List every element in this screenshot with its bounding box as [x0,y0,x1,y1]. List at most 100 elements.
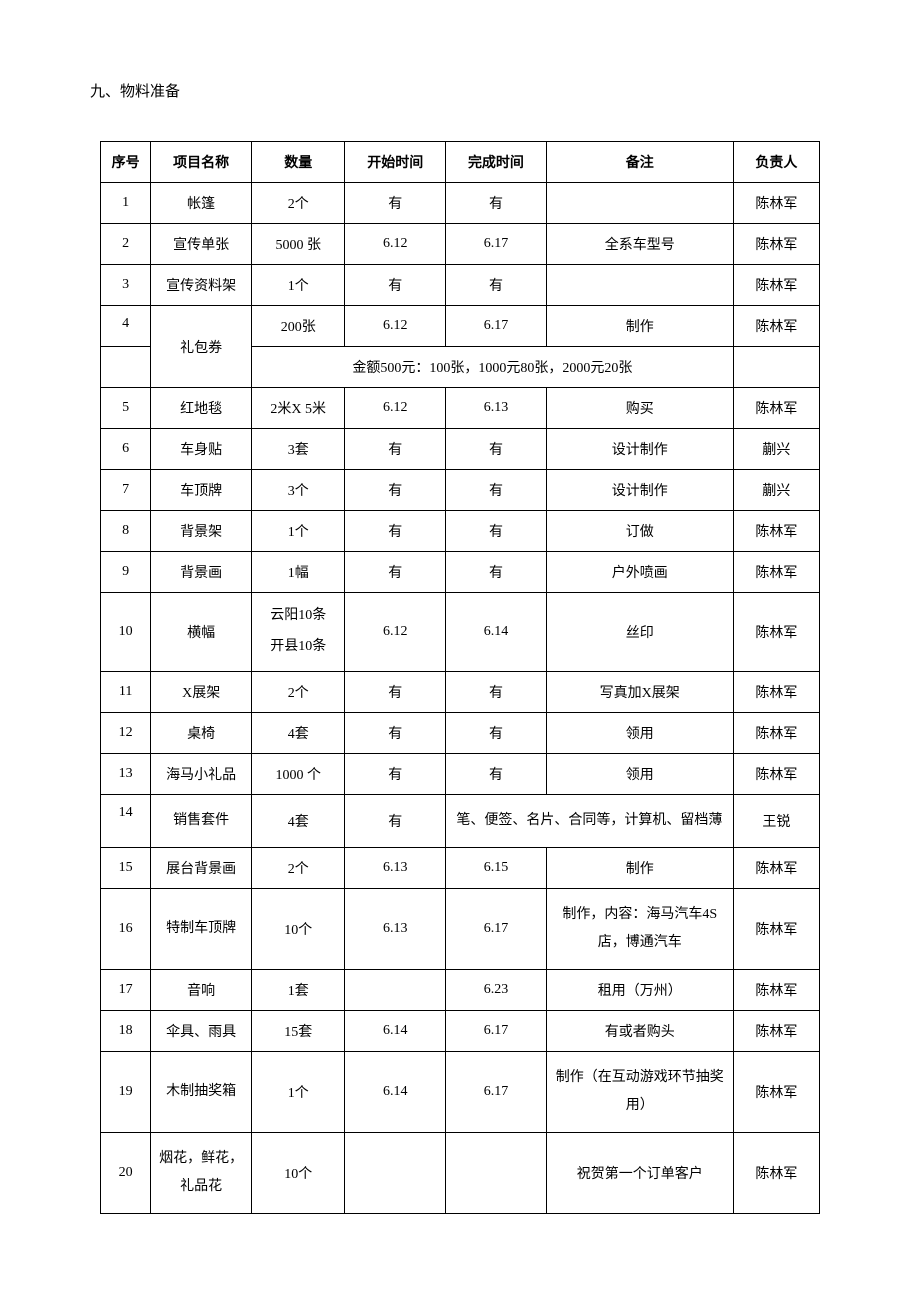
cell-note: 全系车型号 [546,224,733,265]
cell-start: 有 [345,671,446,712]
cell-end: 6.17 [446,1010,547,1051]
table-row: 6 车身贴 3套 有 有 设计制作 蒯兴 [101,429,820,470]
cell-note: 设计制作 [546,429,733,470]
cell-end: 有 [446,671,547,712]
cell-qty: 1幅 [251,552,344,593]
cell-end: 有 [446,511,547,552]
cell-owner: 陈林军 [733,847,819,888]
table-row: 1 帐篷 2个 有 有 陈林军 [101,183,820,224]
cell-start [345,969,446,1010]
cell-name: 烟花，鲜花，礼品花 [151,1132,252,1213]
cell-start [345,1132,446,1213]
cell-end: 6.17 [446,306,547,347]
col-no: 序号 [101,142,151,183]
cell-no: 19 [101,1051,151,1132]
cell-note: 有或者购头 [546,1010,733,1051]
cell-note: 购买 [546,388,733,429]
cell-no: 9 [101,552,151,593]
cell-note: 制作 [546,847,733,888]
cell-note: 笔、便签、名片、合同等，计算机、留档薄 [446,794,734,847]
cell-no: 15 [101,847,151,888]
table-row: 4 礼包券 200张 6.12 6.17 制作 陈林军 [101,306,820,347]
cell-no: 11 [101,671,151,712]
cell-note: 领用 [546,753,733,794]
cell-owner: 陈林军 [733,593,819,672]
cell-start: 有 [345,794,446,847]
cell-end: 6.23 [446,969,547,1010]
cell-start: 有 [345,552,446,593]
cell-owner: 王锐 [733,794,819,847]
table-row: 2 宣传单张 5000 张 6.12 6.17 全系车型号 陈林军 [101,224,820,265]
cell-note: 设计制作 [546,470,733,511]
cell-start: 6.12 [345,306,446,347]
cell-no: 5 [101,388,151,429]
cell-start: 有 [345,470,446,511]
cell-qty: 3个 [251,470,344,511]
cell-name: 车顶牌 [151,470,252,511]
cell-no: 10 [101,593,151,672]
table-row: 19 木制抽奖箱 1个 6.14 6.17 制作（在互动游戏环节抽奖用） 陈林军 [101,1051,820,1132]
cell-end: 6.13 [446,388,547,429]
cell-merged-note: 金额500元：100张，1000元80张，2000元20张 [251,347,733,388]
cell-note: 订做 [546,511,733,552]
cell-no: 17 [101,969,151,1010]
cell-name: 背景画 [151,552,252,593]
cell-owner: 陈林军 [733,1010,819,1051]
cell-end: 6.17 [446,224,547,265]
table-row: 12 桌椅 4套 有 有 领用 陈林军 [101,712,820,753]
cell-owner: 陈林军 [733,753,819,794]
cell-end: 6.15 [446,847,547,888]
cell-name: 海马小礼品 [151,753,252,794]
cell-name: 伞具、雨具 [151,1010,252,1051]
cell-note: 户外喷画 [546,552,733,593]
cell-name: X展架 [151,671,252,712]
cell-owner: 陈林军 [733,671,819,712]
cell-name: 桌椅 [151,712,252,753]
table-row: 17 音响 1套 6.23 租用（万州） 陈林军 [101,969,820,1010]
cell-name: 宣传单张 [151,224,252,265]
cell-no: 7 [101,470,151,511]
cell-qty: 1套 [251,969,344,1010]
cell-name: 特制车顶牌 [151,888,252,969]
cell-no: 8 [101,511,151,552]
table-row: 10 横幅 云阳10条 开县10条 6.12 6.14 丝印 陈林军 [101,593,820,672]
cell-note: 写真加X展架 [546,671,733,712]
table-row: 5 红地毯 2米X 5米 6.12 6.13 购买 陈林军 [101,388,820,429]
cell-end: 有 [446,265,547,306]
section-title: 九、物料准备 [90,80,820,101]
cell-owner: 陈林军 [733,511,819,552]
cell-no: 12 [101,712,151,753]
cell-start: 6.12 [345,224,446,265]
cell-no: 1 [101,183,151,224]
cell-start: 有 [345,429,446,470]
cell-no: 18 [101,1010,151,1051]
cell-start: 6.12 [345,593,446,672]
cell-qty: 2个 [251,847,344,888]
col-note: 备注 [546,142,733,183]
cell-end: 6.17 [446,888,547,969]
cell-owner: 陈林军 [733,969,819,1010]
table-header-row: 序号 项目名称 数量 开始时间 完成时间 备注 负责人 [101,142,820,183]
table-row: 18 伞具、雨具 15套 6.14 6.17 有或者购头 陈林军 [101,1010,820,1051]
cell-qty: 10个 [251,1132,344,1213]
cell-name: 展台背景画 [151,847,252,888]
cell-start: 6.14 [345,1010,446,1051]
cell-owner: 蒯兴 [733,429,819,470]
cell-name: 宣传资料架 [151,265,252,306]
cell-end [446,1132,547,1213]
col-name: 项目名称 [151,142,252,183]
cell-start: 有 [345,712,446,753]
cell-no: 3 [101,265,151,306]
col-start: 开始时间 [345,142,446,183]
cell-note: 制作（在互动游戏环节抽奖用） [546,1051,733,1132]
cell-qty: 1个 [251,511,344,552]
cell-no: 2 [101,224,151,265]
cell-owner: 陈林军 [733,552,819,593]
cell-end: 6.17 [446,1051,547,1132]
cell-qty: 1个 [251,1051,344,1132]
cell-end: 有 [446,753,547,794]
cell-note: 祝贺第一个订单客户 [546,1132,733,1213]
cell-owner: 陈林军 [733,712,819,753]
materials-table: 序号 项目名称 数量 开始时间 完成时间 备注 负责人 1 帐篷 2个 有 有 … [100,141,820,1214]
cell-name: 音响 [151,969,252,1010]
